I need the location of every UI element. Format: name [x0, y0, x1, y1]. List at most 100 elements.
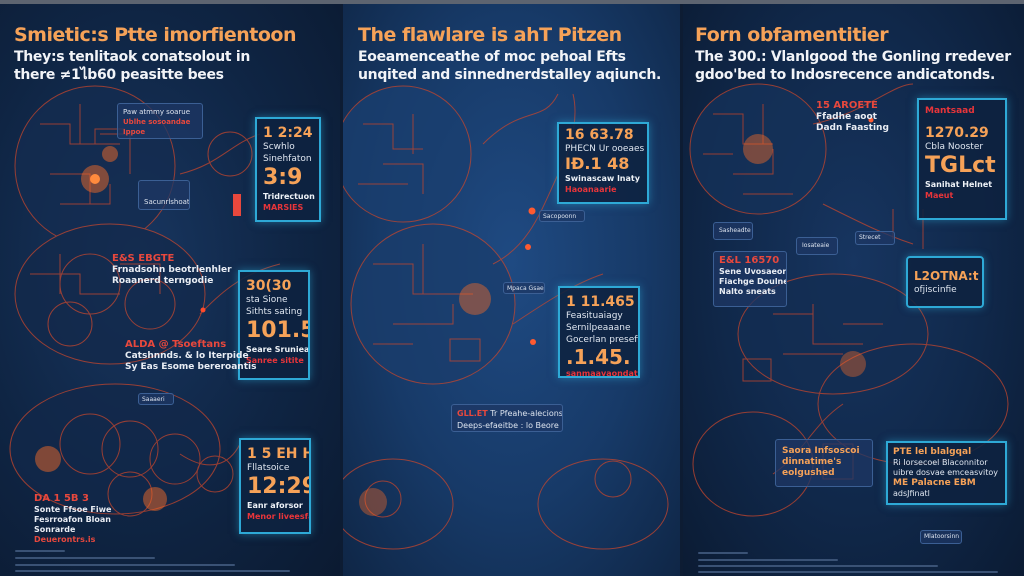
stat-number: L2OTNA:t: [914, 269, 979, 283]
stat-value: 3:9: [263, 165, 303, 190]
stat-value: 12:29: [247, 474, 311, 499]
callout-label: ALDA @ Tsoeftans Catshnnds. & lo Iterpid…: [125, 339, 256, 373]
stat-line: Fllatsoice: [247, 463, 290, 473]
map-tag: Iosateaie: [796, 237, 838, 255]
stat-red-line: Menor liveesfarilie: [247, 512, 309, 521]
note-line: Paw atmmy soarue: [123, 108, 191, 116]
stat-line: PHECN Ur ooeaes: [565, 144, 645, 154]
stat-red-line: Haoanaarie: [565, 185, 617, 194]
stat-card: 1 2:24 Scwhlo Sinehfaton 3:9 Tridrectuon…: [255, 117, 321, 222]
map-tag: Sacopoonn: [539, 210, 585, 222]
callout-box: Saora Infsoscoi dinnatime's eolgushed: [775, 439, 873, 487]
footnote-line: [698, 552, 748, 554]
stat-heading: PTE lel blalgqal: [893, 447, 972, 457]
stat-card: Mantsaad 1270.29 Cbla Nooster TGLct Sani…: [917, 98, 1007, 220]
stat-line: adsJfinatl: [893, 489, 930, 498]
callout-line: Frnadsohn beotrlenhler: [112, 265, 232, 275]
stat-line: Scwhlo: [263, 142, 295, 152]
stat-card: 1 5 EH H 11 Fllatsoice 12:29 Eanr aforso…: [239, 438, 311, 534]
stat-number: 30(30: [246, 278, 292, 294]
stat-number: 1 5 EH H 11: [247, 446, 309, 462]
callout-heading: ALDA @ Tsoeftans: [125, 339, 227, 350]
stat-line: Swinascaw lnaty: [565, 174, 640, 183]
panel-right: Forn obfamentitier The 300.: Vlanlgood t…: [683, 4, 1024, 576]
stat-line: Sinehfaton: [263, 154, 312, 164]
panel-subtitle-line: Eoeamenceathe of moc pehoal Efts: [358, 49, 626, 65]
stat-line: Sanihat Helnet: [925, 180, 993, 189]
panel-subtitle-line: there ≠1ไb60 peasitte bees: [14, 67, 224, 83]
panel-subtitle-line: The 300.: Vlanlgood the Gonling rredever: [695, 49, 1011, 65]
callout-line: Fiachge Doulne: [719, 277, 787, 286]
stat-line: Feasituaiagy: [566, 311, 623, 321]
stat-number: 1270.29: [925, 125, 989, 141]
map-tag: Mpaca Gsaea: [503, 282, 545, 294]
callout-line: dinnatime's: [782, 457, 842, 467]
footnote-line: [15, 564, 235, 566]
callout-line: Sene Uvosaeory: [719, 267, 787, 276]
panel-title: The flawlare is ahT Pitzen: [358, 24, 622, 46]
stat-number: 1 2:24: [263, 125, 313, 141]
stat-line: sta Sione: [246, 295, 288, 305]
stat-number: 16 63.78: [565, 127, 634, 143]
small-box: Sacunrlshoatoy: [138, 180, 190, 210]
map-tag: Mlatoorsinn: [920, 530, 962, 544]
callout-label: 15 AROETE Ffadhe aoot Dadn Faasting: [816, 100, 889, 134]
stat-card: PTE lel blalgqal Ri Iorsecoel Blaconnito…: [886, 441, 1007, 505]
top-band: [0, 0, 1024, 4]
network-map-illustration: [689, 83, 1009, 517]
callout-line: Fesrroafon Bloan: [34, 515, 111, 524]
stat-line: ME Palacne EBM: [893, 478, 976, 488]
stat-red-line: Sanree sitite: [246, 356, 304, 365]
stat-card: 1 11.465 Feasituaiagy Sernilpeaaane Goce…: [558, 286, 640, 378]
note-box: Paw atmmy soarue Ublhe sosoandae Ippoe: [117, 103, 203, 139]
callout-line: Nalto sneats: [719, 287, 776, 296]
callout-line: Deuerontrs.is: [34, 535, 96, 544]
stat-line: Eanr aforsor: [247, 501, 303, 510]
callout-line: Tr Pfeahe-alecions: [490, 409, 563, 418]
callout-heading: E&L 16570: [719, 255, 780, 266]
footnote-line: [698, 565, 938, 567]
network-map-illustration: [343, 85, 669, 550]
callout-line: Sonrarde: [34, 525, 76, 534]
callout-line: Ffadhe aoot: [816, 112, 877, 122]
callout-heading: GLL.ET: [457, 409, 488, 418]
stat-line: Ri Iorsecoel Blaconnitor: [893, 458, 988, 467]
stat-line: Seare Srunieaed: [246, 345, 310, 354]
stat-line: Sernilpeaaane: [566, 323, 631, 333]
map-tag: Strecet: [855, 231, 895, 245]
stat-value: .1.45.: [566, 345, 631, 369]
callout-line: Deeps-efaeitbe : lo Beore: [457, 421, 559, 430]
stat-value: IÐ.1 48: [565, 154, 630, 173]
stat-line: uibre dosvae emceasvitoy: [893, 468, 999, 477]
callout-label: E&S EBGTE Frnadsohn beotrlenhler Roaaner…: [112, 253, 232, 287]
stat-value: 101.5: [246, 318, 310, 343]
panel-title: Forn obfamentitier: [695, 24, 889, 46]
callout-line: Roaanerd terngodie: [112, 276, 214, 286]
footnote-line: [698, 571, 998, 573]
callout-heading: 15 AROETE: [816, 100, 878, 111]
stat-line: Cbla Nooster: [925, 142, 984, 152]
footnote-line: [15, 570, 290, 572]
note-line: Ippoe: [123, 128, 146, 136]
stat-card: L2OTNA:t ofjiscinfie: [906, 256, 984, 308]
callout-line: eolgushed: [782, 468, 835, 478]
stat-number: 1 11.465: [566, 294, 635, 310]
panel-subtitle-line: They:s tenlitaok conatsolout in: [14, 49, 251, 65]
stat-value: TGLct: [925, 153, 996, 178]
stat-line: Gocerlan preseftie: [566, 335, 638, 345]
map-tag: Saaaeri: [138, 393, 174, 405]
callout-label: DA 1 5B 3 Sonte Ffsoe Fiwe Fesrroafon Bl…: [34, 493, 111, 545]
stat-card: 30(30 sta Sione Sithts sating 101.5 Sear…: [238, 270, 310, 380]
callout-box: GLL.ET Tr Pfeahe-alecions Deeps-efaeitbe…: [451, 404, 563, 432]
stat-red-line: Maeut: [925, 191, 954, 200]
stat-line: ofjiscinfie: [914, 285, 957, 295]
stat-line: Sithts sating: [246, 307, 303, 317]
panel-center: The flawlare is ahT Pitzen Eoeamenceathe…: [343, 4, 680, 576]
footnote-line: [15, 557, 155, 559]
callout-line: Saora Infsoscoi: [782, 446, 860, 456]
callout-line: Sonte Ffsoe Fiwe: [34, 505, 112, 514]
footnote-line: [698, 559, 838, 561]
callout-heading: E&S EBGTE: [112, 253, 175, 264]
stat-red-line: sanmaavaondatil: [566, 369, 640, 378]
footnote-line: [15, 550, 65, 552]
